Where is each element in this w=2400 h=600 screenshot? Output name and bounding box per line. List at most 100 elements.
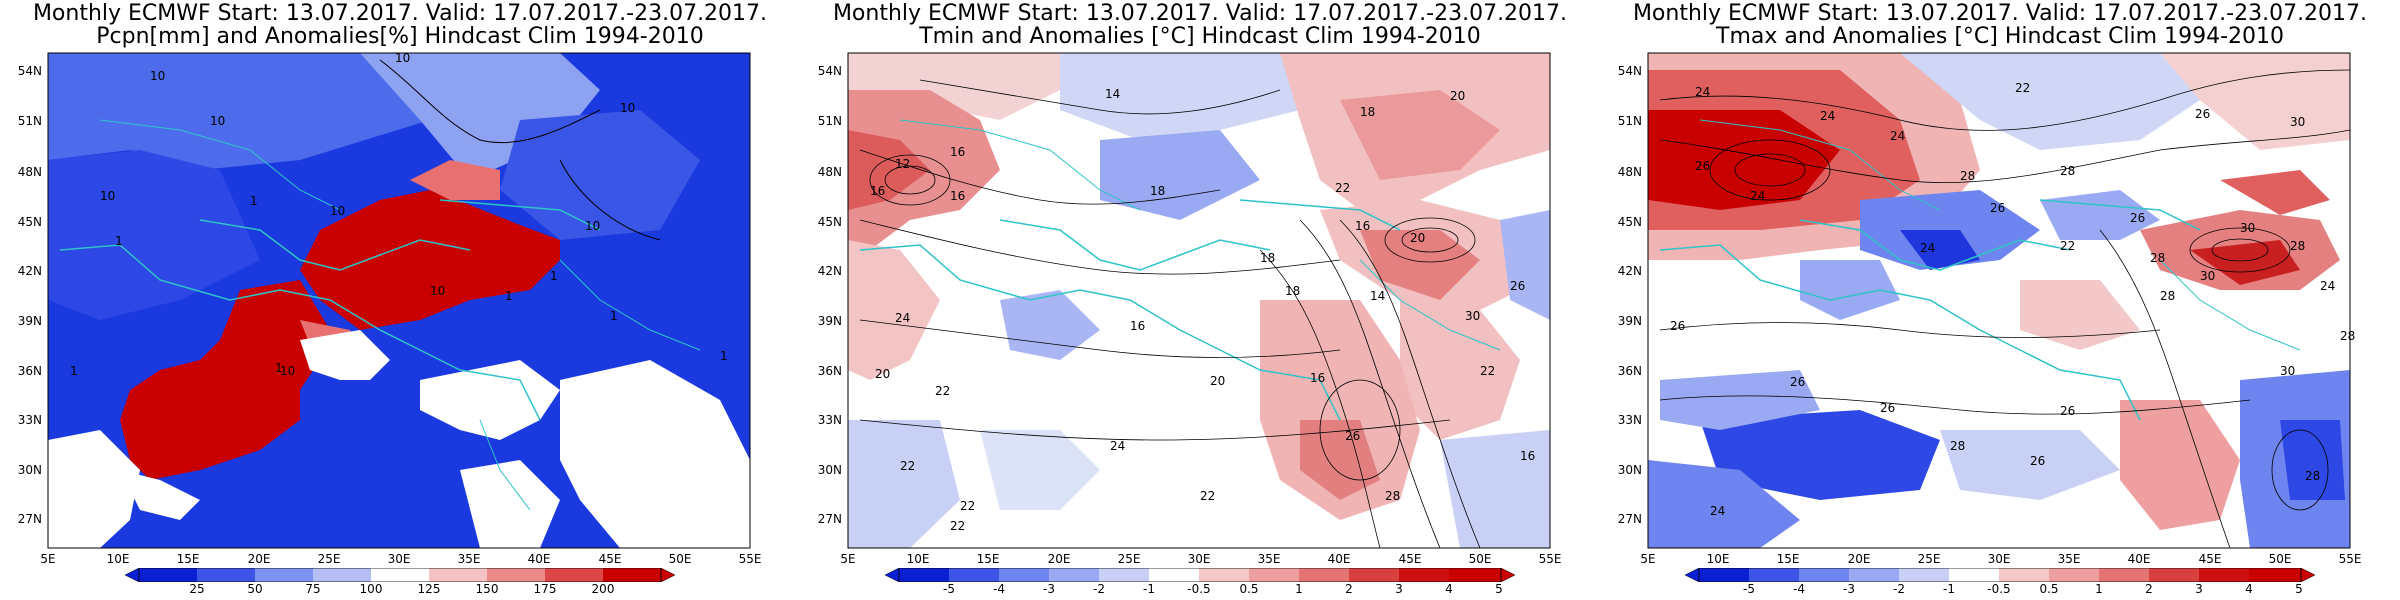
contour-label: 20 [875, 367, 890, 381]
lat-label: 30N [1617, 463, 1642, 477]
panel-title-line1: Monthly ECMWF Start: 13.07.2017. Valid: … [32, 1, 768, 26]
contour-label: 24 [1110, 439, 1125, 453]
contour-label: 22 [1335, 181, 1350, 195]
lon-label: 35E [457, 552, 481, 566]
contour-label: 28 [1950, 439, 1965, 453]
panel-title-line2: Pcpn[mm] and Anomalies[%] Hindcast Clim … [96, 24, 704, 49]
contour-label: 10 [280, 364, 295, 378]
lon-label: 50E [2268, 552, 2292, 566]
lat-label: 27N [17, 512, 42, 526]
lat-label: 42N [817, 264, 842, 278]
lon-label: 45E [1398, 552, 1422, 566]
contour-label: 28 [2060, 164, 2075, 178]
lon-label: 30E [1987, 552, 2011, 566]
contour-label: 1 [505, 289, 513, 303]
colorbar-label: 4 [1445, 582, 1453, 596]
contour-label: 16 [950, 189, 965, 203]
colorbar-label: 125 [417, 582, 441, 596]
lon-label: 50E [1468, 552, 1492, 566]
lat-label: 54N [17, 64, 42, 78]
colorbar-label: 5 [1495, 582, 1503, 596]
tmax-panel: Monthly ECMWF Start: 13.07.2017. Valid: … [1600, 0, 2400, 600]
lat-label: 33N [17, 413, 42, 427]
tmin-map: 14 18 20 16 12 16 16 18 22 16 18 20 14 1… [847, 52, 1551, 549]
contour-label: 18 [1285, 284, 1300, 298]
contour-label: 24 [2320, 279, 2335, 293]
lon-label: 25E [1117, 552, 1141, 566]
lon-label: 15E [976, 552, 1000, 566]
lat-label: 51N [17, 114, 42, 128]
contour-label: 16 [870, 184, 885, 198]
contour-label: 14 [1105, 87, 1120, 101]
contour-label: 24 [895, 311, 910, 325]
contour-label: 26 [1880, 401, 1895, 415]
colorbar-label: -0.5 [1187, 582, 1211, 596]
lat-label: 36N [817, 364, 842, 378]
contour-label: 24 [1920, 241, 1935, 255]
contour-label: 28 [2340, 329, 2355, 343]
colorbar-label: -2 [1893, 582, 1905, 596]
colorbar-label: 150 [475, 582, 499, 596]
lon-label: 20E [247, 552, 271, 566]
panel-title-line2: Tmin and Anomalies [°C] Hindcast Clim 19… [919, 24, 1481, 49]
contour-label: 26 [2030, 454, 2045, 468]
lon-label: 15E [1776, 552, 1800, 566]
contour-label: 1 [720, 349, 728, 363]
colorbar-label: -5 [943, 582, 955, 596]
lat-label: 54N [1617, 64, 1642, 78]
lon-label: 45E [598, 552, 622, 566]
colorbar-label: 50 [247, 582, 263, 596]
lon-label: 40E [2127, 552, 2151, 566]
contour-label: 28 [1385, 489, 1400, 503]
lon-label: 55E [1538, 552, 1562, 566]
panel-title-line1: Monthly ECMWF Start: 13.07.2017. Valid: … [1632, 1, 2368, 26]
contour-label: 10 [150, 69, 165, 83]
lat-label: 48N [1617, 165, 1642, 179]
lon-label: 45E [2198, 552, 2222, 566]
contour-label: 26 [1670, 319, 1685, 333]
lon-label: 30E [1187, 552, 1211, 566]
lat-label: 42N [17, 264, 42, 278]
lon-label: 55E [738, 552, 762, 566]
contour-label: 26 [2195, 107, 2210, 121]
contour-label: 20 [1210, 374, 1225, 388]
tmax-map: 22 24 26 30 24 24 26 24 28 28 30 26 26 2… [1647, 52, 2355, 549]
colorbar-label: 100 [359, 582, 383, 596]
contour-label: 22 [950, 519, 965, 533]
colorbar-label: 3 [2195, 582, 2203, 596]
colorbar-label: 0.5 [1239, 582, 1259, 596]
contour-label: 16 [950, 145, 965, 159]
lon-label: 15E [176, 552, 200, 566]
lon-label: 5E [840, 552, 856, 566]
contour-label: 26 [1345, 429, 1360, 443]
colorbar-label: 75 [305, 582, 321, 596]
contour-label: 26 [2060, 404, 2075, 418]
contour-label: 28 [2305, 469, 2320, 483]
contour-label: 28 [2150, 251, 2165, 265]
colorbar-label: -2 [1093, 582, 1105, 596]
colorbar-label: 175 [533, 582, 557, 596]
lat-label: 48N [817, 165, 842, 179]
contour-label: 26 [2130, 211, 2145, 225]
contour-label: 22 [1480, 364, 1495, 378]
contour-label: 26 [1790, 375, 1805, 389]
contour-label: 16 [1520, 449, 1535, 463]
contour-label: 10 [100, 189, 115, 203]
colorbar-label: 1 [2095, 582, 2103, 596]
colorbar-label: -5 [1743, 582, 1755, 596]
lat-label: 39N [17, 314, 42, 328]
contour-label: 20 [1410, 231, 1425, 245]
contour-label: 24 [1890, 129, 1905, 143]
lat-label: 30N [817, 463, 842, 477]
contour-label: 1 [250, 194, 258, 208]
colorbar-label: 3 [1395, 582, 1403, 596]
contour-label: 26 [1510, 279, 1525, 293]
contour-label: 12 [895, 157, 910, 171]
contour-label: 28 [1960, 169, 1975, 183]
lon-label: 55E [2338, 552, 2362, 566]
panel-title-line2: Tmax and Anomalies [°C] Hindcast Clim 19… [1716, 24, 2284, 49]
lat-label: 33N [1617, 413, 1642, 427]
colorbar-label: -4 [993, 582, 1005, 596]
colorbar-label: -0.5 [1987, 582, 2011, 596]
contour-label: 22 [900, 459, 915, 473]
